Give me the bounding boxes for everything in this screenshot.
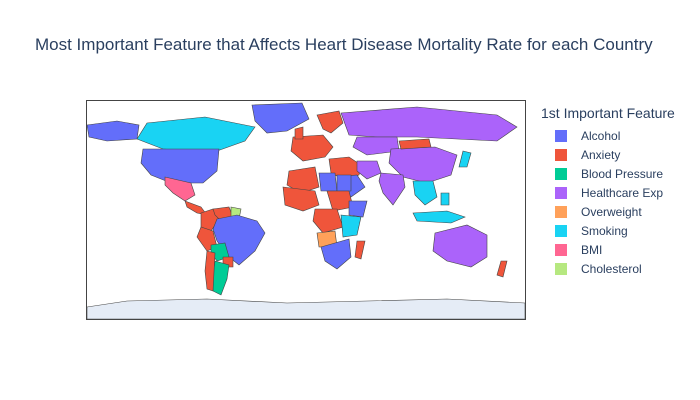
legend-item[interactable]: Alcohol — [555, 126, 675, 145]
region-uk[interactable] — [294, 126, 304, 140]
legend-swatch — [555, 167, 567, 180]
region-indonesia[interactable] — [412, 210, 466, 224]
legend: 1st Important Feature Alcohol Anxiety Bl… — [541, 105, 675, 278]
region-canada[interactable] — [136, 116, 256, 152]
legend-item[interactable]: Cholesterol — [555, 259, 675, 278]
region-china[interactable] — [388, 146, 458, 184]
legend-label: Smoking — [581, 223, 628, 238]
region-west-africa[interactable] — [282, 186, 320, 212]
region-western-europe[interactable] — [290, 134, 334, 162]
legend-item[interactable]: Overweight — [555, 202, 675, 221]
map-canvas[interactable] — [87, 101, 525, 319]
region-southern-africa[interactable] — [320, 238, 352, 270]
legend-label: Anxiety — [581, 147, 621, 162]
region-india[interactable] — [378, 172, 406, 206]
region-chile[interactable] — [204, 250, 216, 292]
legend-swatch — [555, 205, 567, 218]
region-russia[interactable] — [340, 106, 518, 142]
region-congo[interactable] — [312, 208, 344, 234]
legend-label: BMI — [581, 242, 603, 257]
region-libya[interactable] — [318, 172, 338, 192]
chart-title: Most Important Feature that Affects Hear… — [35, 35, 653, 54]
region-kazakhstan[interactable] — [352, 136, 400, 156]
region-argentina[interactable] — [212, 260, 230, 296]
region-australia[interactable] — [432, 224, 488, 268]
legend-label: Cholesterol — [581, 261, 642, 276]
legend-swatch — [555, 186, 567, 199]
region-mongolia[interactable] — [398, 138, 432, 150]
legend-item[interactable]: Healthcare Exp — [555, 183, 675, 202]
legend-item[interactable]: Anxiety — [555, 145, 675, 164]
legend-label: Blood Pressure — [581, 166, 664, 181]
region-southeast-asia[interactable] — [412, 180, 438, 206]
region-alaska[interactable] — [87, 120, 140, 142]
region-philippines[interactable] — [440, 192, 450, 206]
legend-swatch — [555, 224, 567, 237]
world-map[interactable] — [86, 100, 526, 320]
region-east-africa[interactable] — [340, 214, 362, 238]
legend-item[interactable]: Blood Pressure — [555, 164, 675, 183]
legend-label: Alcohol — [581, 128, 621, 143]
legend-swatch — [555, 243, 567, 256]
region-greenland[interactable] — [251, 102, 310, 134]
region-iran[interactable] — [356, 160, 382, 180]
region-united-states[interactable] — [140, 148, 220, 184]
legend-swatch — [555, 148, 567, 161]
region-antarctica[interactable] — [87, 298, 525, 319]
region-new-zealand[interactable] — [496, 260, 508, 278]
legend-swatch — [555, 262, 567, 275]
legend-items: Alcohol Anxiety Blood Pressure Healthcar… — [541, 126, 675, 278]
legend-label: Healthcare Exp — [581, 185, 664, 200]
region-japan[interactable] — [458, 150, 472, 168]
region-algeria[interactable] — [286, 166, 320, 194]
region-scandinavia[interactable] — [316, 110, 344, 134]
legend-label: Overweight — [581, 204, 642, 219]
legend-item[interactable]: BMI — [555, 240, 675, 259]
region-madagascar[interactable] — [354, 240, 366, 260]
legend-title: 1st Important Feature — [541, 105, 675, 121]
region-ethiopia[interactable] — [348, 200, 368, 218]
legend-swatch — [555, 129, 567, 142]
region-egypt[interactable] — [336, 174, 352, 192]
legend-item[interactable]: Smoking — [555, 221, 675, 240]
